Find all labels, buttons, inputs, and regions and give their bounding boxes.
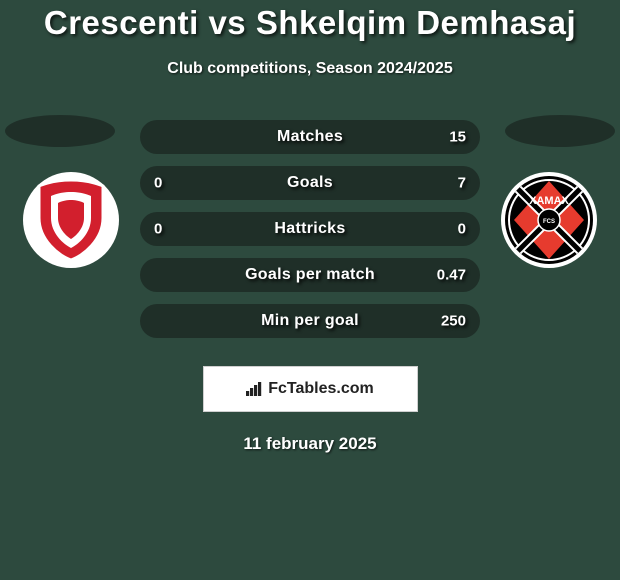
stat-label: Hattricks	[274, 220, 345, 238]
xamax-badge-icon: XAMAX FCS	[504, 175, 594, 265]
crest-right: XAMAX FCS	[501, 172, 597, 268]
svg-text:FCS: FCS	[543, 219, 555, 225]
stats-list: Matches 15 Goals 0 7 Hattricks 0 0 Goals per mat…	[140, 120, 480, 350]
shadow-ellipse-right	[505, 115, 615, 147]
stat-label: Matches	[277, 128, 343, 146]
stat-row: Goals per match 0.47	[140, 258, 480, 292]
page-title: Crescenti vs Shkelqim Demhasaj	[44, 4, 576, 42]
date-text: 11 february 2025	[243, 434, 376, 454]
brand-text: FcTables.com	[268, 380, 374, 398]
stat-right-value: 7	[458, 175, 466, 192]
stat-row: Hattricks 0 0	[140, 212, 480, 246]
stat-right-value: 15	[449, 129, 466, 146]
stat-label: Min per goal	[261, 312, 359, 330]
stat-left-value: 0	[154, 221, 162, 238]
stat-right-value: 0	[458, 221, 466, 238]
stat-row: Matches 15	[140, 120, 480, 154]
stat-right-value: 0.47	[437, 267, 466, 284]
stat-right-value: 250	[441, 313, 466, 330]
stat-left-value: 0	[154, 175, 162, 192]
stat-label: Goals per match	[245, 266, 375, 284]
crest-left	[23, 172, 119, 268]
stat-row: Min per goal 250	[140, 304, 480, 338]
subtitle: Club competitions, Season 2024/2025	[167, 60, 452, 78]
svg-text:XAMAX: XAMAX	[529, 195, 569, 207]
bars-icon	[246, 382, 264, 396]
brand-badge: FcTables.com	[203, 366, 418, 412]
stat-row: Goals 0 7	[140, 166, 480, 200]
shadow-ellipse-left	[5, 115, 115, 147]
stat-label: Goals	[287, 174, 333, 192]
vaduz-badge-icon	[33, 178, 109, 262]
